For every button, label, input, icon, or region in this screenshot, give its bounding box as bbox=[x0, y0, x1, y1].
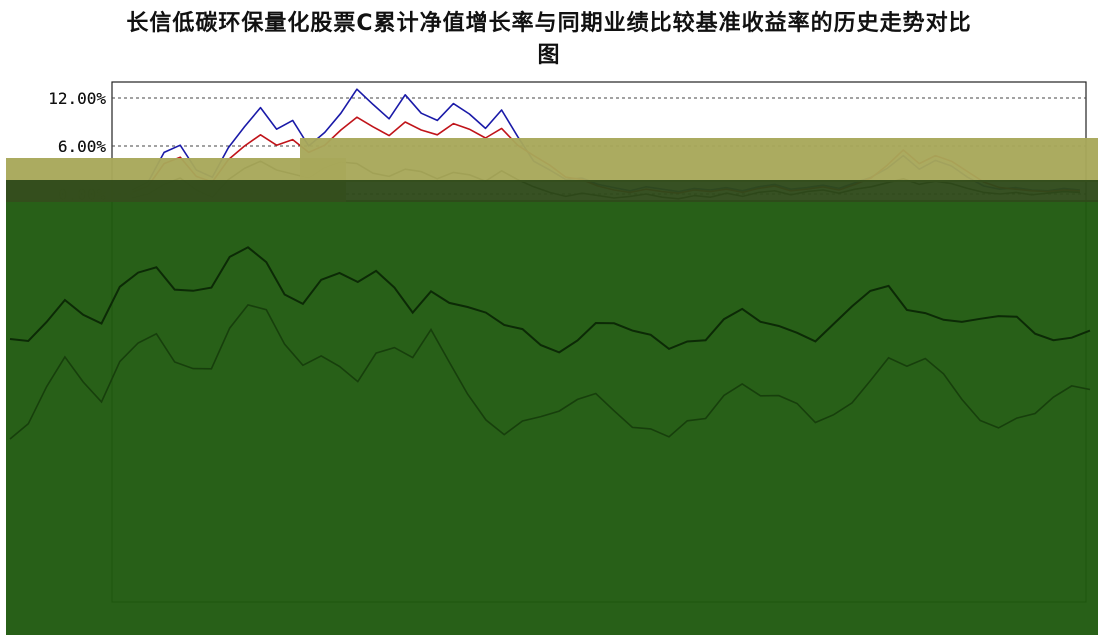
y-tick-label: 6.00% bbox=[58, 137, 107, 156]
chart-title: 长信低碳环保量化股票C累计净值增长率与同期业绩比较基准收益率的历史走势对比 图 bbox=[0, 8, 1098, 72]
overlay-band bbox=[300, 138, 1098, 182]
trace-echo-1 bbox=[9, 246, 1091, 354]
y-tick-label-top: 6.00% bbox=[58, 137, 107, 156]
overlay-band bbox=[6, 180, 1098, 202]
y-tick-label-top: 12.00% bbox=[48, 89, 106, 108]
image-corruption-overlay: 12.00% 6.00% bbox=[6, 89, 1098, 635]
chart-title-line1: 长信低碳环保量化股票C累计净值增长率与同期业绩比较基准收益率的历史走势对比 bbox=[126, 11, 972, 36]
trace-echo-2 bbox=[9, 303, 1091, 440]
overlay-band bbox=[6, 200, 1098, 635]
chart-title-line2: 图 bbox=[537, 43, 561, 68]
y-tick-label: 12.00% bbox=[48, 89, 106, 108]
